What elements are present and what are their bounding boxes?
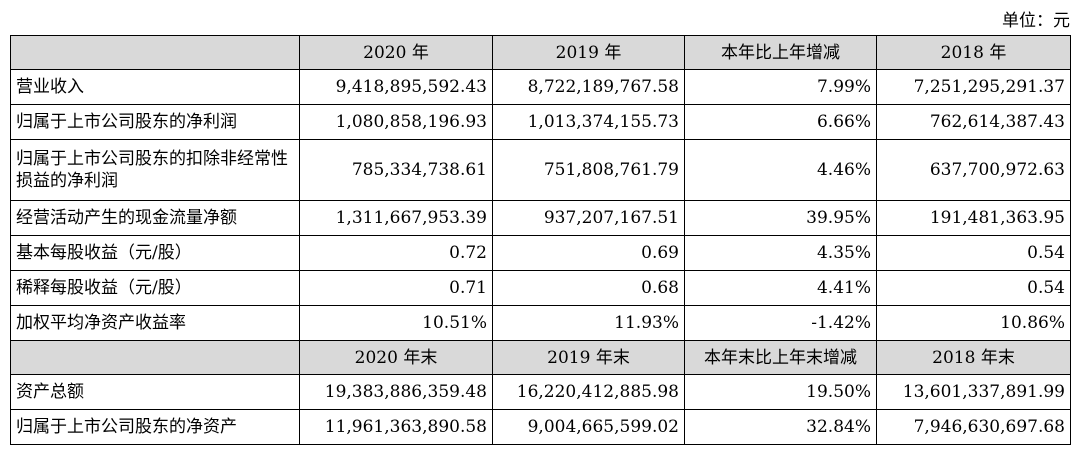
header-cell: 本年比上年增减	[684, 35, 877, 70]
cell-value: 8,722,189,767.58	[492, 69, 685, 105]
cell-value: 19,383,886,359.48	[299, 374, 493, 410]
cell-value: 10.86%	[876, 305, 1071, 341]
unit-label: 单位：元	[1002, 11, 1070, 31]
cell-value: 0.72	[299, 235, 493, 271]
cell-value: 0.54	[876, 235, 1071, 271]
cell-value: 39.95%	[684, 200, 877, 236]
row-label: 归属于上市公司股东的扣除非经常性损益的净利润	[10, 139, 300, 201]
header-row: 2020 年末 2019 年末 本年末比上年末增减 2018 年末	[10, 340, 1071, 375]
row-label: 加权平均净资产收益率	[10, 305, 300, 341]
cell-value: 9,418,895,592.43	[299, 69, 493, 105]
cell-value: 0.54	[876, 270, 1071, 306]
cell-value: 6.66%	[684, 104, 877, 140]
row-label: 经营活动产生的现金流量净额	[10, 200, 300, 236]
cell-value: 1,080,858,196.93	[299, 104, 493, 140]
row-label: 资产总额	[10, 374, 300, 410]
header-cell: 2020 年末	[299, 340, 493, 375]
table-row: 归属于上市公司股东的净资产 11,961,363,890.58 9,004,66…	[10, 409, 1071, 445]
header-cell: 2019 年末	[492, 340, 685, 375]
table-row: 经营活动产生的现金流量净额 1,311,667,953.39 937,207,1…	[10, 200, 1071, 236]
cell-value: 10.51%	[299, 305, 493, 341]
table-row: 资产总额 19,383,886,359.48 16,220,412,885.98…	[10, 374, 1071, 410]
cell-value: 751,808,761.79	[492, 139, 685, 201]
row-label: 基本每股收益（元/股）	[10, 235, 300, 271]
cell-value: 7.99%	[684, 69, 877, 105]
table-row: 归属于上市公司股东的扣除非经常性损益的净利润 785,334,738.61 75…	[10, 139, 1071, 201]
cell-value: 19.50%	[684, 374, 877, 410]
financial-table: 2020 年 2019 年 本年比上年增减 2018 年 营业收入 9,418,…	[10, 35, 1071, 445]
header-cell: 2018 年	[876, 35, 1071, 70]
cell-value: 16,220,412,885.98	[492, 374, 685, 410]
cell-value: 11.93%	[492, 305, 685, 341]
header-cell: 本年末比上年末增减	[684, 340, 877, 375]
cell-value: 785,334,738.61	[299, 139, 493, 201]
cell-value: 7,946,630,697.68	[876, 409, 1071, 445]
cell-value: 4.35%	[684, 235, 877, 271]
cell-value: 637,700,972.63	[876, 139, 1071, 201]
cell-value: 4.41%	[684, 270, 877, 306]
table-row: 稀释每股收益（元/股） 0.71 0.68 4.41% 0.54	[10, 270, 1071, 306]
header-cell	[10, 35, 300, 70]
row-label: 归属于上市公司股东的净利润	[10, 104, 300, 140]
cell-value: 937,207,167.51	[492, 200, 685, 236]
cell-value: 7,251,295,291.37	[876, 69, 1071, 105]
header-row: 2020 年 2019 年 本年比上年增减 2018 年	[10, 35, 1071, 70]
cell-value: 32.84%	[684, 409, 877, 445]
cell-value: 1,013,374,155.73	[492, 104, 685, 140]
table-row: 营业收入 9,418,895,592.43 8,722,189,767.58 7…	[10, 69, 1071, 105]
header-cell: 2020 年	[299, 35, 493, 70]
row-label: 稀释每股收益（元/股）	[10, 270, 300, 306]
cell-value: 4.46%	[684, 139, 877, 201]
header-cell: 2018 年末	[876, 340, 1071, 375]
cell-value: 13,601,337,891.99	[876, 374, 1071, 410]
cell-value: -1.42%	[684, 305, 877, 341]
cell-value: 0.69	[492, 235, 685, 271]
cell-value: 0.68	[492, 270, 685, 306]
cell-value: 11,961,363,890.58	[299, 409, 493, 445]
table-row: 基本每股收益（元/股） 0.72 0.69 4.35% 0.54	[10, 235, 1071, 271]
cell-value: 762,614,387.43	[876, 104, 1071, 140]
table-row: 加权平均净资产收益率 10.51% 11.93% -1.42% 10.86%	[10, 305, 1071, 341]
cell-value: 9,004,665,599.02	[492, 409, 685, 445]
header-cell	[10, 340, 300, 375]
table-row: 归属于上市公司股东的净利润 1,080,858,196.93 1,013,374…	[10, 104, 1071, 140]
cell-value: 1,311,667,953.39	[299, 200, 493, 236]
row-label: 营业收入	[10, 69, 300, 105]
row-label: 归属于上市公司股东的净资产	[10, 409, 300, 445]
cell-value: 0.71	[299, 270, 493, 306]
cell-value: 191,481,363.95	[876, 200, 1071, 236]
header-cell: 2019 年	[492, 35, 685, 70]
